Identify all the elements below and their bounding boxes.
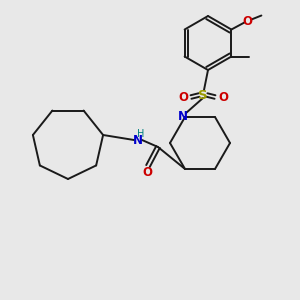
Text: O: O bbox=[178, 91, 188, 103]
Text: N: N bbox=[178, 110, 188, 122]
Text: O: O bbox=[242, 15, 252, 28]
Text: O: O bbox=[218, 91, 228, 103]
Text: H: H bbox=[137, 129, 145, 139]
Text: O: O bbox=[142, 166, 152, 178]
Text: N: N bbox=[133, 134, 143, 146]
Text: S: S bbox=[198, 88, 208, 101]
